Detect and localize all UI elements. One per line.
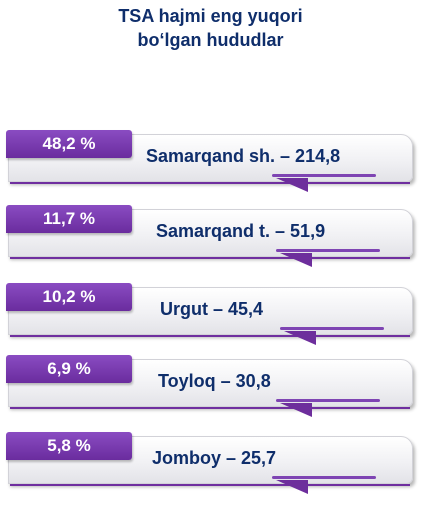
accent-triangle [284,331,316,345]
region-item: 6,9 % Toyloq – 30,8 [0,355,420,417]
card-underline [10,335,410,337]
region-label: Urgut – 45,4 [160,299,264,319]
chart-title-line-1: TSA hajmi eng yuqori [118,6,303,26]
region-item: 10,2 % Urgut – 45,4 [0,283,420,345]
accent-bar [280,327,384,330]
region-label: Jomboy – 25,7 [152,448,277,468]
region-label: Samarqand sh. – 214,8 [146,146,341,166]
card-underline [10,257,410,259]
share-badge: 10,2 % [6,283,132,311]
share-badge: 11,7 % [6,205,132,233]
region-label: Toyloq – 30,8 [158,371,271,391]
chart-title-line-2: bo‘lgan hududlar [137,30,284,50]
accent-triangle [276,178,308,192]
region-item: 5,8 % Jomboy – 25,7 [0,432,420,494]
share-value: 48,2 % [42,134,96,153]
share-badge: 48,2 % [6,130,132,158]
share-badge: 6,9 % [6,355,132,383]
accent-triangle [280,403,312,417]
accent-bar [276,249,380,252]
share-value: 10,2 % [42,287,96,306]
region-item: 48,2 % Samarqand sh. – 214,8 [0,130,420,192]
accent-triangle [280,253,312,267]
chart-title: TSA hajmi eng yuqori bo‘lgan hududlar [0,4,421,52]
share-badge: 5,8 % [6,432,132,460]
card-underline [10,484,410,486]
region-item: 11,7 % Samarqand t. – 51,9 [0,205,420,267]
card-underline [10,182,410,184]
region-label: Samarqand t. – 51,9 [156,221,326,241]
accent-triangle [276,480,308,494]
share-value: 5,8 % [47,436,91,455]
accent-bar [272,174,376,177]
accent-bar [272,476,376,479]
share-value: 11,7 % [43,209,95,228]
card-underline [10,407,410,409]
accent-bar [276,399,380,402]
share-value: 6,9 % [47,359,91,378]
